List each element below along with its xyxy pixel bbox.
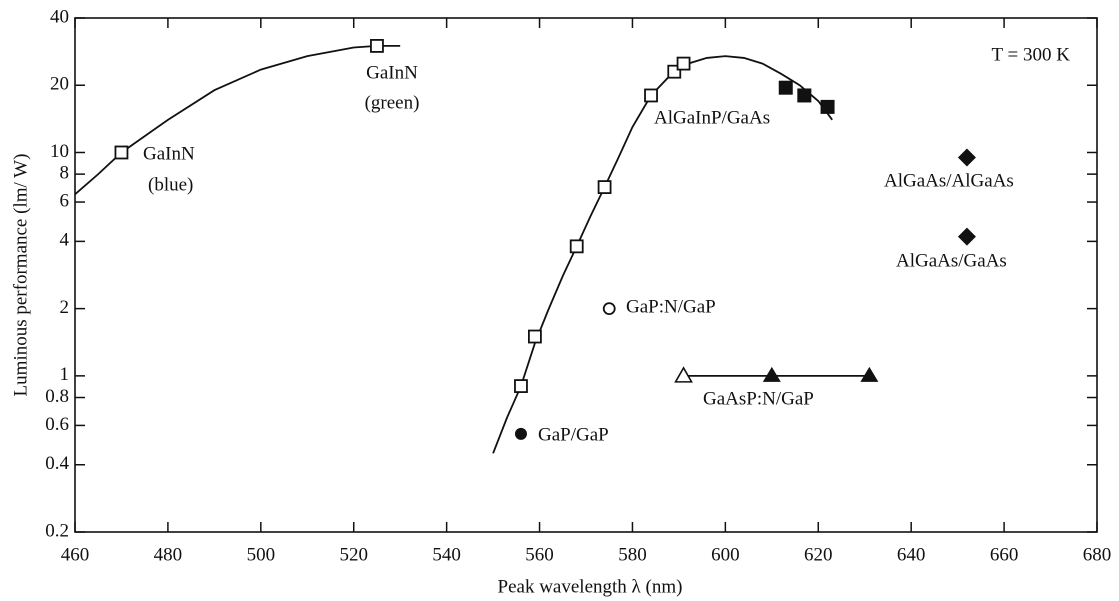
y-tick-label: 1: [60, 364, 70, 385]
x-tick-label: 480: [154, 544, 183, 565]
chart: Peak wavelength λ (nm) Luminous performa…: [0, 0, 1119, 601]
x-axis-label: Peak wavelength λ (nm): [498, 576, 683, 597]
x-tick-label: 520: [339, 544, 368, 565]
annotation: GaP:N/GaP: [626, 296, 716, 317]
y-tick-label: 4: [60, 230, 70, 251]
annotation: T = 300 K: [992, 44, 1071, 65]
annotation: GaInN: [366, 62, 418, 83]
point: [958, 148, 976, 166]
point: [599, 181, 611, 193]
x-tick-label: 500: [247, 544, 276, 565]
curve: [75, 46, 400, 194]
point: [860, 367, 878, 382]
point: [645, 89, 657, 101]
x-tick-label: 600: [711, 544, 740, 565]
annotation: (green): [365, 92, 420, 113]
y-tick-label: 20: [50, 74, 69, 95]
x-tick-label: 680: [1083, 544, 1112, 565]
y-tick-label: 0.2: [45, 520, 69, 541]
annotation: AlGaInP/GaAs: [654, 107, 770, 128]
point: [571, 240, 583, 252]
y-tick-label: 10: [50, 141, 69, 162]
y-tick-label: 0.4: [45, 453, 69, 474]
annotation: GaP/GaP: [538, 424, 609, 445]
annotation: GaInN: [143, 143, 195, 164]
y-tick-label: 6: [60, 190, 70, 211]
annotation: (blue): [148, 174, 193, 195]
point: [676, 368, 692, 382]
point: [797, 88, 811, 102]
point: [958, 228, 976, 246]
x-tick-label: 580: [618, 544, 647, 565]
point: [115, 146, 127, 158]
point: [604, 303, 615, 314]
y-tick-label: 40: [50, 6, 69, 27]
y-tick-label: 0.8: [45, 386, 69, 407]
y-axis-label: Luminous performance (lm/ W): [10, 154, 31, 397]
point: [515, 428, 527, 440]
y-tick-label: 8: [60, 162, 70, 183]
plot-frame: [75, 18, 1097, 532]
x-tick-label: 620: [804, 544, 833, 565]
annotation: GaAsP:N/GaP: [703, 388, 814, 409]
point: [371, 40, 383, 52]
y-tick-label: 0.6: [45, 414, 69, 435]
annotation: AlGaAs/AlGaAs: [884, 170, 1014, 191]
x-tick-label: 540: [432, 544, 461, 565]
x-tick-label: 560: [525, 544, 554, 565]
annotation: AlGaAs/GaAs: [896, 250, 1007, 271]
point: [515, 380, 527, 392]
x-tick-label: 660: [990, 544, 1019, 565]
y-tick-label: 2: [60, 297, 70, 318]
x-tick-label: 640: [897, 544, 926, 565]
point: [779, 81, 793, 95]
point: [529, 331, 541, 343]
x-tick-label: 460: [61, 544, 90, 565]
point: [763, 367, 781, 382]
point: [678, 58, 690, 70]
point: [821, 100, 835, 114]
